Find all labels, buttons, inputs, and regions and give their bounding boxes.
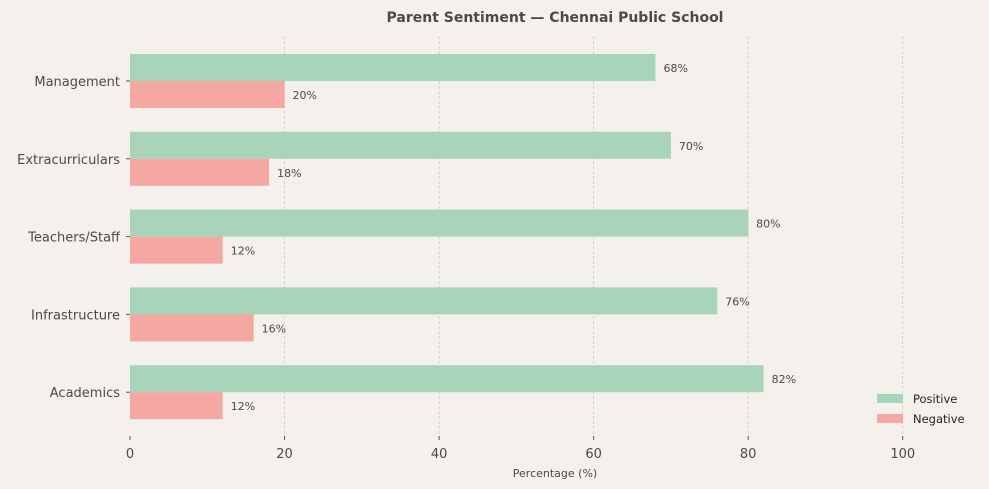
data-label: 12% [231, 400, 255, 413]
data-label: 70% [679, 140, 703, 153]
x-tick-label: 40 [431, 447, 448, 462]
legend-label: Positive [913, 392, 957, 406]
data-label: 18% [277, 167, 301, 180]
bar-positive [130, 131, 671, 159]
x-tick-label: 100 [890, 447, 915, 462]
y-tick-label: Academics [50, 386, 120, 401]
data-label: 76% [725, 295, 749, 308]
bar-positive [130, 365, 764, 393]
data-label: 68% [663, 62, 687, 75]
bar-positive [130, 209, 749, 237]
legend-label: Negative [913, 412, 965, 426]
y-tick-label: Infrastructure [31, 308, 120, 323]
bar-negative [130, 158, 270, 186]
x-axis-label: Percentage (%) [513, 467, 597, 480]
bar-negative [130, 392, 223, 420]
data-label: 12% [231, 245, 255, 258]
y-tick-label: Management [34, 75, 120, 90]
legend: Positive Negative [877, 392, 965, 426]
bar-negative [130, 81, 285, 108]
data-label: 20% [293, 89, 317, 102]
y-tick-label: Teachers/Staff [27, 231, 121, 246]
legend-swatch [877, 414, 903, 423]
data-label: 80% [756, 218, 780, 231]
legend-swatch [877, 394, 903, 403]
bar-positive [130, 54, 656, 81]
chart-title: Parent Sentiment — Chennai Public School [387, 10, 724, 26]
bar-positive [130, 287, 718, 315]
x-tick-label: 80 [740, 447, 757, 462]
x-tick-label: 0 [126, 447, 134, 462]
bar-negative [130, 314, 254, 342]
x-tick-label: 20 [276, 447, 293, 462]
data-label: 82% [772, 373, 796, 386]
x-tick-label: 60 [585, 447, 602, 462]
y-tick-label: Extracurriculars [17, 153, 120, 168]
bar-negative [130, 236, 223, 264]
data-label: 16% [262, 322, 286, 335]
